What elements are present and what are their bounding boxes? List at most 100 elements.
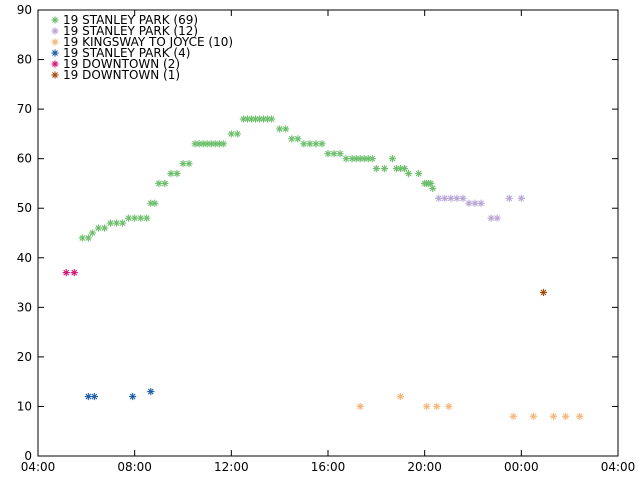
data-point bbox=[324, 150, 332, 158]
legend-marker bbox=[51, 71, 59, 79]
data-point bbox=[388, 155, 397, 163]
data-point bbox=[433, 402, 441, 411]
x-tick-label: 12:00 bbox=[214, 460, 249, 474]
series-4 bbox=[62, 269, 78, 277]
data-point bbox=[112, 219, 121, 227]
data-point bbox=[539, 288, 548, 297]
y-tick-label: 10 bbox=[17, 399, 32, 413]
data-point bbox=[435, 194, 443, 202]
data-point bbox=[90, 392, 98, 401]
data-point bbox=[233, 130, 241, 138]
x-tick-label: 04:00 bbox=[601, 460, 636, 474]
legend-label: 19 DOWNTOWN (1) bbox=[63, 68, 180, 82]
y-tick-label: 20 bbox=[17, 350, 32, 364]
data-point bbox=[167, 169, 175, 178]
y-tick-label: 60 bbox=[17, 152, 32, 166]
data-point bbox=[477, 199, 485, 207]
data-point bbox=[429, 184, 437, 192]
y-tick-label: 40 bbox=[17, 251, 32, 265]
data-point bbox=[268, 115, 276, 123]
series-2 bbox=[356, 392, 584, 420]
data-point bbox=[179, 160, 187, 168]
data-point bbox=[318, 140, 326, 148]
data-point bbox=[400, 164, 409, 173]
data-point bbox=[549, 412, 558, 420]
data-point bbox=[312, 140, 320, 148]
data-point bbox=[447, 194, 455, 202]
data-point bbox=[294, 135, 302, 143]
x-tick-label: 00:00 bbox=[504, 460, 539, 474]
legend-label: 19 STANLEY PARK (4) bbox=[63, 46, 190, 60]
data-point bbox=[368, 155, 376, 163]
data-point bbox=[84, 234, 92, 242]
data-point bbox=[78, 234, 86, 242]
data-point bbox=[300, 140, 308, 148]
data-point bbox=[185, 160, 193, 168]
legend-label: 19 STANLEY PARK (12) bbox=[63, 24, 198, 38]
y-tick-label: 0 bbox=[24, 449, 32, 463]
x-tick-label: 20:00 bbox=[407, 460, 442, 474]
data-point bbox=[453, 194, 461, 202]
data-point bbox=[282, 125, 290, 133]
legend: 19 STANLEY PARK (69)19 STANLEY PARK (12)… bbox=[51, 13, 233, 82]
legend-label: 19 DOWNTOWN (2) bbox=[63, 57, 180, 71]
data-point bbox=[70, 269, 78, 277]
data-point bbox=[125, 214, 133, 222]
legend-marker bbox=[51, 27, 59, 35]
data-point bbox=[151, 199, 159, 207]
data-point bbox=[356, 402, 364, 411]
y-tick-label: 30 bbox=[17, 300, 32, 314]
data-point bbox=[493, 214, 501, 222]
series-5 bbox=[539, 288, 548, 297]
legend-label: 19 STANLEY PARK (69) bbox=[63, 13, 198, 27]
y-axis: 0 10 20 30 40 50 60 70 80 90 bbox=[17, 3, 618, 463]
legend-marker bbox=[51, 16, 59, 24]
y-tick-label: 90 bbox=[17, 3, 32, 17]
data-point bbox=[94, 224, 103, 232]
data-point bbox=[219, 140, 227, 148]
data-point bbox=[118, 219, 127, 227]
data-point bbox=[336, 150, 344, 158]
data-point bbox=[84, 392, 92, 401]
series-3 bbox=[84, 387, 155, 401]
data-point bbox=[487, 214, 495, 222]
data-point bbox=[173, 169, 181, 178]
y-tick-label: 80 bbox=[17, 53, 32, 67]
legend-label: 19 KINGSWAY TO JOYCE (10) bbox=[63, 35, 233, 49]
data-point bbox=[62, 269, 70, 277]
data-point bbox=[562, 412, 570, 420]
series-1 bbox=[435, 194, 525, 222]
y-tick-label: 70 bbox=[17, 102, 32, 116]
data-point bbox=[505, 194, 513, 202]
data-point bbox=[106, 219, 115, 227]
legend-marker bbox=[51, 49, 59, 57]
y-tick-label: 50 bbox=[17, 201, 32, 215]
data-point bbox=[427, 179, 435, 188]
data-point bbox=[155, 179, 163, 188]
data-point bbox=[288, 135, 296, 143]
data-point bbox=[129, 392, 137, 401]
data-point bbox=[306, 140, 314, 148]
data-point bbox=[423, 402, 431, 411]
data-point bbox=[509, 412, 517, 420]
data-point bbox=[465, 199, 473, 207]
series-0 bbox=[78, 115, 437, 242]
data-point bbox=[342, 155, 350, 163]
data-point bbox=[576, 412, 584, 420]
data-point bbox=[88, 229, 96, 237]
data-point bbox=[517, 194, 525, 202]
plot-points bbox=[62, 115, 584, 420]
data-point bbox=[404, 169, 413, 178]
data-point bbox=[147, 387, 155, 396]
data-point bbox=[131, 214, 139, 222]
x-axis: 04:00 08:00 12:00 16:00 20:00 00:00 04:00 bbox=[21, 10, 636, 474]
data-point bbox=[445, 402, 453, 411]
data-point bbox=[471, 199, 479, 207]
data-point bbox=[161, 179, 169, 188]
data-point bbox=[137, 214, 145, 222]
x-tick-label: 04:00 bbox=[21, 460, 56, 474]
legend-marker bbox=[51, 60, 59, 68]
x-tick-label: 08:00 bbox=[117, 460, 152, 474]
data-point bbox=[415, 169, 423, 178]
